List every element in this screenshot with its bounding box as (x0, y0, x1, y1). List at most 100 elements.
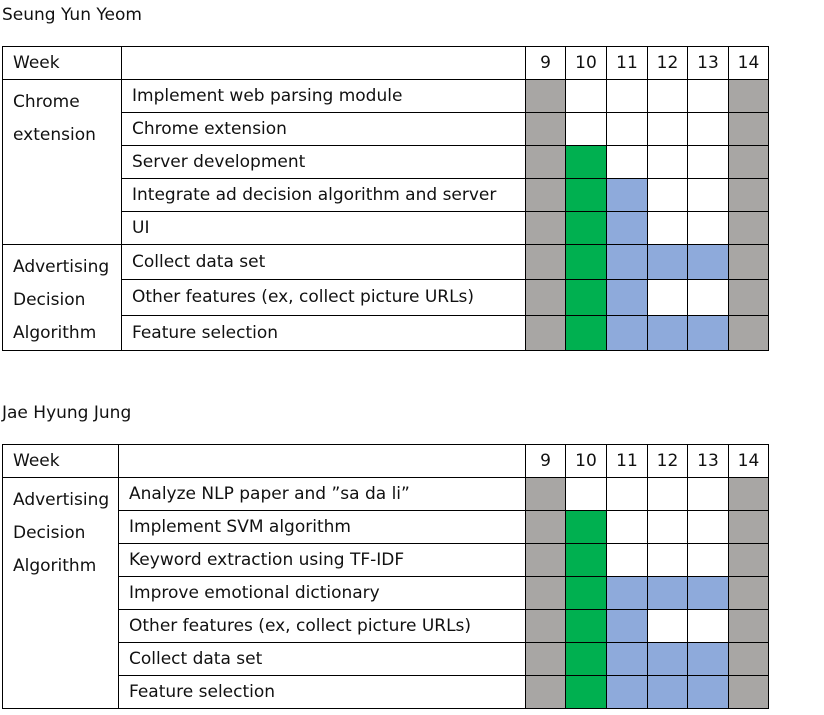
week-cell (728, 576, 769, 610)
week-cell (687, 576, 729, 610)
task-row: Other features (ex, collect picture URLs… (3, 609, 769, 643)
week-cell (565, 279, 607, 316)
week-cell (565, 145, 607, 179)
week-cell (606, 609, 648, 643)
task-label: Improve emotional dictionary (118, 576, 526, 610)
week-header: Week (2, 46, 122, 80)
task-label: Collect data set (121, 243, 526, 281)
week-number: 14 (728, 46, 769, 80)
week-number: 12 (647, 46, 688, 80)
task-row: UI (3, 211, 769, 245)
week-cell (525, 510, 566, 544)
week-cell (728, 178, 769, 212)
week-cell (728, 279, 769, 316)
week-cell (687, 112, 729, 146)
task-label: Keyword extraction using TF-IDF (118, 543, 526, 577)
week-cell (525, 145, 566, 179)
week-cell (687, 477, 729, 511)
week-cell (606, 642, 648, 676)
week-cell (525, 477, 566, 511)
task-label: Analyze NLP paper and ”sa da li” (118, 477, 526, 511)
week-cell (728, 79, 769, 113)
week-cell (565, 477, 607, 511)
task-header (121, 46, 526, 80)
week-number: 11 (606, 46, 648, 80)
week-cell (728, 211, 769, 245)
week-cell (687, 543, 729, 577)
week-cell (606, 314, 648, 352)
task-row: Feature selection (3, 675, 769, 709)
week-cell (687, 609, 729, 643)
week-cell (647, 178, 688, 212)
week-number: 11 (606, 444, 648, 478)
week-cell (687, 145, 729, 179)
week-cell (565, 576, 607, 610)
week-cell (565, 79, 607, 113)
week-cell (687, 314, 729, 352)
week-cell (525, 178, 566, 212)
week-number: 10 (565, 46, 607, 80)
week-cell (728, 314, 769, 352)
week-cell (687, 79, 729, 113)
task-row: Chrome extension Implement web parsing m… (2, 79, 769, 245)
task-label: Collect data set (118, 642, 526, 676)
week-cell (565, 211, 607, 245)
week-cell (687, 243, 729, 281)
week-cell (647, 576, 688, 610)
week-cell (606, 145, 648, 179)
category-label: Decision (13, 523, 86, 543)
week-cell (687, 510, 729, 544)
week-cell (647, 145, 688, 179)
category-label: Chrome (13, 92, 80, 112)
week-cell (687, 211, 729, 245)
week-cell (565, 642, 607, 676)
week-cell (525, 314, 566, 352)
week-cell (565, 543, 607, 577)
task-label: Feature selection (118, 675, 526, 709)
category-label: Algorithm (13, 323, 97, 343)
task-label: Feature selection (121, 314, 526, 352)
task-label: Implement SVM algorithm (118, 510, 526, 544)
week-cell (606, 576, 648, 610)
week-cell (606, 178, 648, 212)
category-cell: Chrome extension (2, 79, 122, 245)
category-label: Advertising (13, 257, 110, 277)
week-cell (647, 510, 688, 544)
task-label: Other features (ex, collect picture URLs… (118, 609, 526, 643)
week-cell (687, 178, 729, 212)
task-label: Implement web parsing module (121, 79, 526, 113)
week-cell (606, 477, 648, 511)
task-row: Other features (ex, collect picture URLs… (3, 279, 769, 316)
week-number: 13 (687, 444, 729, 478)
task-row: Keyword extraction using TF-IDF (3, 543, 769, 577)
week-cell (728, 145, 769, 179)
week-cell (565, 112, 607, 146)
week-number: 10 (565, 444, 607, 478)
week-cell (728, 510, 769, 544)
week-cell (687, 675, 729, 709)
week-cell (525, 576, 566, 610)
person-name: Jae Hyung Jung (2, 403, 132, 423)
category-cell: Advertising Decision Algorithm (2, 477, 119, 709)
header-row: Week 9 10 11 12 13 14 (2, 444, 769, 478)
week-cell (687, 642, 729, 676)
week-header: Week (2, 444, 119, 478)
week-cell (728, 642, 769, 676)
week-cell (647, 477, 688, 511)
week-cell (565, 609, 607, 643)
week-cell (525, 675, 566, 709)
week-cell (647, 314, 688, 352)
task-row: Improve emotional dictionary (3, 576, 769, 610)
week-cell (525, 112, 566, 146)
week-number: 9 (525, 444, 566, 478)
week-cell (525, 211, 566, 245)
week-cell (728, 477, 769, 511)
week-cell (606, 211, 648, 245)
week-cell (647, 609, 688, 643)
week-cell (647, 279, 688, 316)
week-cell (525, 642, 566, 676)
week-cell (606, 279, 648, 316)
task-row: Implement SVM algorithm (3, 510, 769, 544)
category-label: Algorithm (13, 556, 97, 576)
week-cell (728, 675, 769, 709)
